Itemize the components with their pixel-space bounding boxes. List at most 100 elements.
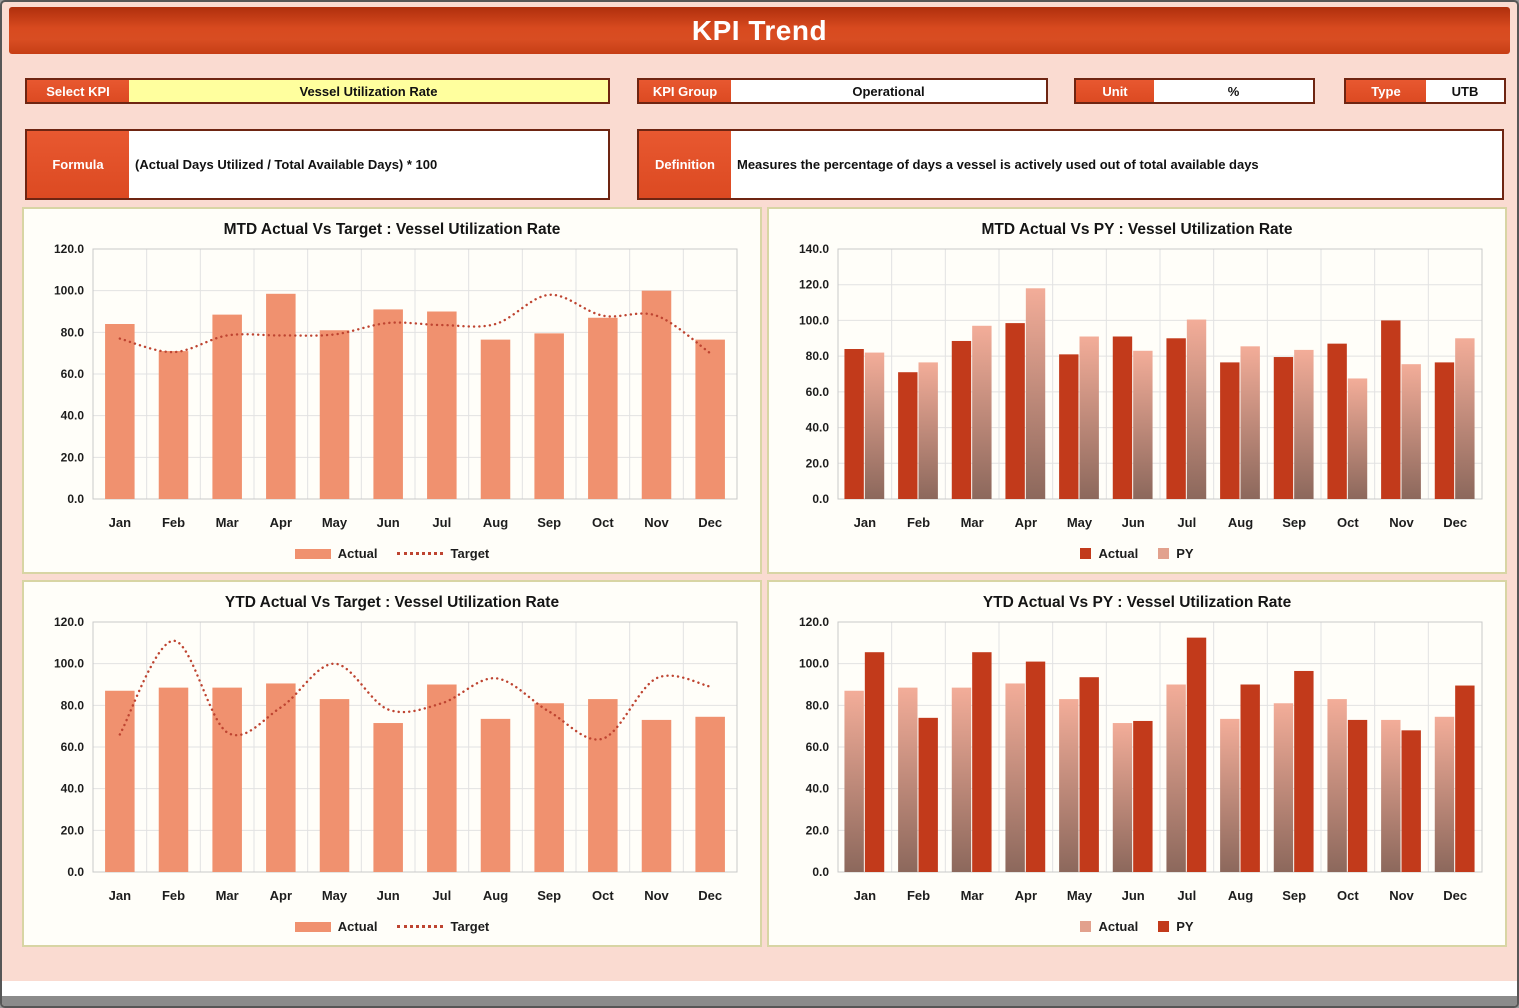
svg-text:100.0: 100.0	[799, 313, 829, 327]
svg-text:Aug: Aug	[483, 515, 508, 530]
svg-text:Nov: Nov	[644, 515, 669, 530]
svg-text:Apr: Apr	[1015, 888, 1037, 903]
legend-item: Actual	[1080, 546, 1138, 561]
svg-text:Dec: Dec	[1443, 888, 1467, 903]
definition-value: Measures the percentage of days a vessel…	[731, 131, 1502, 198]
chart-plot: 0.0 20.0 40.0 60.0 80.0 100.0 120.0 Jan Feb Mar Ap…	[780, 614, 1494, 917]
svg-text:Jan: Jan	[109, 888, 131, 903]
svg-text:80.0: 80.0	[61, 698, 85, 712]
svg-text:0.0: 0.0	[812, 865, 829, 879]
svg-text:Sep: Sep	[1282, 888, 1306, 903]
svg-text:Mar: Mar	[216, 515, 239, 530]
svg-text:80.0: 80.0	[806, 698, 830, 712]
chart-plot: 0.0 20.0 40.0 60.0 80.0 100.0 120.0 Jan Feb Mar Ap…	[35, 614, 749, 917]
page-title: KPI Trend	[691, 14, 828, 46]
kpi-group-group: KPI Group Operational	[637, 78, 1048, 104]
svg-text:Jul: Jul	[432, 515, 451, 530]
definition-label: Definition	[639, 131, 731, 198]
svg-text:Feb: Feb	[162, 515, 185, 530]
legend-square-swatch	[1080, 921, 1092, 932]
chart-title: MTD Actual Vs PY : Vessel Utilization Ra…	[981, 221, 1293, 238]
formula-label: Formula	[27, 131, 129, 198]
legend-bar-swatch	[294, 921, 331, 932]
svg-text:Jul: Jul	[1177, 515, 1196, 530]
legend-item: Actual	[294, 546, 378, 561]
svg-text:Jun: Jun	[1122, 888, 1145, 903]
svg-text:40.0: 40.0	[61, 782, 85, 796]
legend-item: PY	[1158, 919, 1194, 934]
svg-text:120.0: 120.0	[799, 278, 829, 292]
svg-text:Jan: Jan	[854, 515, 876, 530]
svg-text:Dec: Dec	[1443, 515, 1467, 530]
legend-square-swatch	[1158, 548, 1170, 559]
legend-label: Target	[450, 546, 490, 561]
legend-label: Actual	[1098, 546, 1139, 561]
legend-label: PY	[1176, 546, 1194, 561]
svg-text:120.0: 120.0	[54, 615, 84, 629]
svg-text:20.0: 20.0	[806, 823, 830, 837]
svg-text:Sep: Sep	[537, 515, 561, 530]
type-group: Type UTB	[1344, 78, 1506, 104]
legend-bar-swatch	[294, 548, 331, 559]
select-kpi-dropdown[interactable]: Vessel Utilization Rate	[129, 80, 608, 102]
svg-text:Nov: Nov	[644, 888, 669, 903]
unit-group: Unit %	[1074, 78, 1315, 104]
header-bar: KPI Trend	[9, 7, 1510, 54]
svg-text:Sep: Sep	[1282, 515, 1306, 530]
legend-label: Actual	[337, 546, 378, 561]
svg-text:Oct: Oct	[1337, 515, 1359, 530]
chart-title: MTD Actual Vs Target : Vessel Utilizatio…	[223, 221, 561, 238]
svg-text:0.0: 0.0	[67, 865, 84, 879]
svg-text:40.0: 40.0	[806, 421, 830, 435]
legend-item: Target	[397, 546, 489, 561]
svg-text:Jun: Jun	[377, 515, 400, 530]
definition-group: Definition Measures the percentage of da…	[637, 129, 1504, 200]
svg-text:Feb: Feb	[907, 515, 930, 530]
svg-text:120.0: 120.0	[54, 242, 84, 256]
formula-group: Formula (Actual Days Utilized / Total Av…	[25, 129, 610, 200]
svg-text:May: May	[322, 515, 348, 530]
svg-text:Oct: Oct	[592, 515, 614, 530]
svg-text:Jun: Jun	[1122, 515, 1145, 530]
svg-text:Apr: Apr	[270, 888, 292, 903]
formula-value: (Actual Days Utilized / Total Available …	[129, 131, 608, 198]
legend-item: Actual	[294, 919, 378, 934]
chart-title: YTD Actual Vs Target : Vessel Utilizatio…	[224, 594, 560, 611]
legend-item: PY	[1158, 546, 1194, 561]
svg-text:Jun: Jun	[377, 888, 400, 903]
kpi-group-label: KPI Group	[639, 80, 731, 102]
select-kpi-label: Select KPI	[27, 80, 129, 102]
svg-text:Mar: Mar	[216, 888, 239, 903]
svg-text:80.0: 80.0	[61, 325, 85, 339]
svg-text:Aug: Aug	[1228, 515, 1253, 530]
svg-text:May: May	[1067, 888, 1093, 903]
legend-label: Actual	[1098, 919, 1139, 934]
svg-text:20.0: 20.0	[61, 450, 85, 464]
svg-text:Feb: Feb	[907, 888, 930, 903]
svg-text:Nov: Nov	[1389, 888, 1414, 903]
chart-plot: 0.0 20.0 40.0 60.0 80.0 100.0 120.0 140.0 Jan Feb…	[780, 241, 1494, 544]
svg-text:60.0: 60.0	[61, 740, 85, 754]
svg-text:Oct: Oct	[592, 888, 614, 903]
chart-legend: Actual Target	[24, 546, 760, 561]
unit-label: Unit	[1076, 80, 1154, 102]
chart-panel-ytd-target: YTD Actual Vs Target : Vessel Utilizatio…	[22, 580, 762, 947]
chart-legend: Actual Target	[24, 919, 760, 934]
svg-text:100.0: 100.0	[799, 657, 829, 671]
svg-text:Feb: Feb	[162, 888, 185, 903]
svg-text:Jan: Jan	[109, 515, 131, 530]
svg-text:Apr: Apr	[270, 515, 292, 530]
type-label: Type	[1346, 80, 1426, 102]
legend-square-swatch	[1158, 921, 1170, 932]
svg-text:Jul: Jul	[432, 888, 451, 903]
svg-text:100.0: 100.0	[54, 284, 84, 298]
chart-legend: Actual PY	[769, 919, 1505, 934]
svg-text:Jul: Jul	[1177, 888, 1196, 903]
kpi-group-value: Operational	[731, 80, 1046, 102]
svg-text:Aug: Aug	[1228, 888, 1253, 903]
svg-text:0.0: 0.0	[67, 492, 84, 506]
svg-text:Sep: Sep	[537, 888, 561, 903]
svg-text:100.0: 100.0	[54, 657, 84, 671]
legend-label: Actual	[337, 919, 378, 934]
svg-text:Nov: Nov	[1389, 515, 1414, 530]
